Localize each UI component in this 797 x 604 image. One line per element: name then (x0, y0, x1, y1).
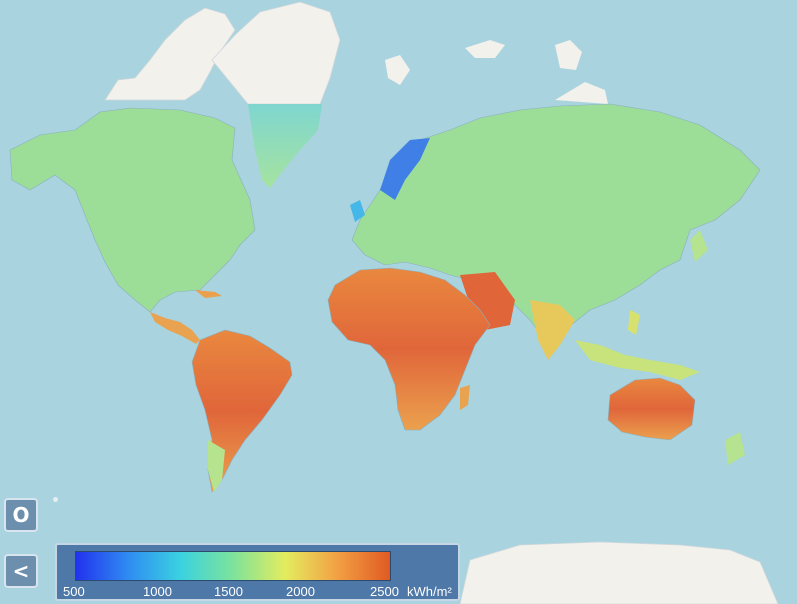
o-button[interactable]: O (4, 498, 38, 532)
india (530, 300, 575, 360)
eurasia (351, 103, 761, 346)
novaya-ice (555, 82, 608, 104)
legend-panel: 500 1000 1500 2000 2500 kWh/m² (55, 543, 460, 601)
antarctica (459, 541, 779, 604)
australia (607, 377, 696, 441)
arabia (460, 272, 515, 330)
africa (327, 267, 491, 431)
madagascar (460, 385, 470, 410)
legend-tick-2500: 2500 (370, 584, 399, 599)
indonesia (575, 340, 700, 380)
new-zealand (725, 432, 745, 465)
british-isles (350, 200, 365, 222)
map-dot (53, 497, 58, 502)
central-america (150, 312, 200, 344)
arctic-islands (104, 7, 236, 101)
scandinavia (380, 138, 430, 200)
greenland-south (248, 104, 322, 188)
japan (690, 230, 708, 262)
philippines (628, 310, 640, 335)
svalbard-ice (465, 40, 505, 58)
legend-unit: kWh/m² (407, 584, 452, 599)
siberian-ice (385, 55, 410, 85)
collapse-legend-button[interactable]: < (4, 554, 38, 588)
legend-tick-1500: 1500 (214, 584, 243, 599)
caribbean-islands (195, 290, 222, 298)
patagonia (208, 440, 225, 492)
franz-josef-ice (555, 40, 582, 70)
north-america (9, 107, 256, 313)
legend-tick-2000: 2000 (286, 584, 315, 599)
legend-color-bar (75, 551, 391, 581)
legend-tick-1000: 1000 (143, 584, 172, 599)
legend-tick-500: 500 (63, 584, 85, 599)
